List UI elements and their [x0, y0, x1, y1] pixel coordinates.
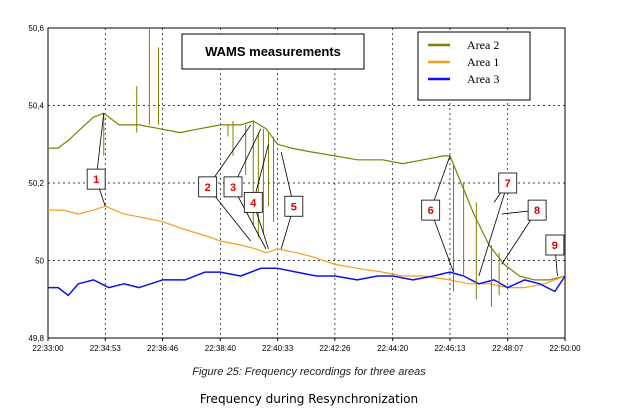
x-tick-label: 22:46:13	[434, 344, 466, 353]
annotation-pointer	[478, 182, 509, 277]
annotation-box	[243, 191, 263, 213]
figure-caption: Figure 25: Frequency recordings for thre…	[192, 366, 426, 378]
legend-entry: Area 2	[467, 38, 499, 52]
axes: 49,8 50 50,2 50,4 50,6 22:33:00 22:34:53 22:36:…	[28, 24, 581, 353]
series-line-area-2	[48, 112, 566, 281]
y-tick-label: 50,6	[28, 24, 44, 33]
annotation-label: 9	[552, 240, 558, 252]
annotation-label: 8	[534, 205, 540, 217]
x-tick-label: 22:44:20	[377, 344, 409, 353]
y-tick-label: 50,4	[28, 102, 44, 111]
annotation-layer: 1 2 3 4 5 6 7 8 9	[86, 113, 565, 277]
x-tick-label: 22:38:40	[205, 344, 237, 353]
legend-entry: Area 3	[467, 72, 499, 86]
annotation-box	[284, 195, 304, 217]
annotation-box	[545, 234, 565, 256]
x-tick-label: 22:50:00	[549, 344, 581, 353]
chart-title-box: WAMS measurements	[181, 33, 365, 70]
annotation-box	[223, 176, 243, 198]
y-tick-label: 50	[35, 257, 44, 266]
y-tick-label: 49,8	[28, 334, 44, 343]
annotation-box	[421, 199, 441, 221]
annotation-box	[198, 176, 218, 198]
annotation-label: 1	[93, 174, 99, 186]
x-tick-label: 22:34:53	[90, 344, 122, 353]
annotation-pointer	[95, 113, 105, 180]
annotation-label: 4	[250, 197, 257, 209]
annotation-label: 2	[205, 182, 211, 194]
annotation-box	[86, 168, 106, 190]
annotation-label: 6	[428, 205, 434, 217]
x-tick-label: 22:33:00	[32, 344, 64, 353]
x-tick-label: 22:42:26	[319, 344, 351, 353]
legend: Area 2 Area 1 Area 3	[417, 31, 531, 101]
annotation-box	[498, 172, 518, 194]
frequency-chart: 49,8 50 50,2 50,4 50,6 22:33:00 22:34:53 22:36:…	[28, 24, 582, 353]
chart-title: WAMS measurements	[205, 44, 341, 59]
annotation-label: 3	[230, 182, 236, 194]
plot-frame	[47, 27, 566, 339]
series-layer	[48, 28, 566, 307]
x-tick-label: 22:48:07	[492, 344, 524, 353]
annotation-box	[527, 199, 547, 221]
y-tick-label: 50,2	[28, 179, 44, 188]
figure-subcaption: Frequency during Resynchronization	[199, 392, 419, 406]
legend-entry: Area 1	[467, 55, 499, 69]
x-tick-label: 22:40:33	[262, 344, 294, 353]
annotation-label: 5	[291, 201, 297, 213]
series-line-area-1	[48, 205, 566, 289]
x-tick-label: 22:36:46	[147, 344, 179, 353]
annotation-label: 7	[505, 178, 511, 190]
